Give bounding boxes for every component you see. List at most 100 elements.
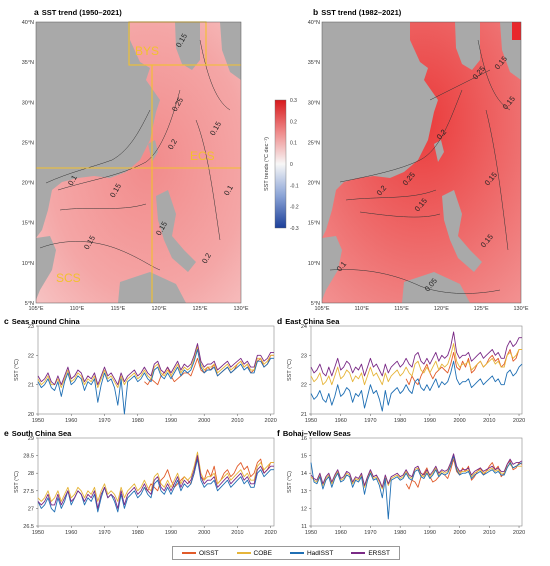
map-b-land-taiwan [434,140,444,162]
panel-d-xtick-label: 2000 [453,418,465,424]
map-a-lon-tick: 110°E [70,306,85,312]
map-b-land-indochina [322,236,342,300]
panel-d-ylabel: SST (°C) [287,359,293,381]
legend-swatch-oisst [182,552,196,554]
panel-e-xtick-label: 1980 [132,530,144,536]
legend-swatch-ersst [351,552,366,554]
map-b-lat-tick: 35°N [308,60,320,66]
colorbar-label: SST trends (°C dec⁻¹) [264,137,270,191]
map-a-land-taiwan [148,140,158,162]
panel-a-letter: a [34,7,39,17]
map-a-land-korea [175,22,200,70]
map-a-lat-tick: 15°N [22,221,34,227]
panel-c-title: c Seas around China [4,316,80,326]
map-b-lon-tick: 115°E [394,306,409,312]
panel-c-frame [37,325,275,415]
panel-c-xtick-label: 2020 [265,418,277,424]
panel-d-xtick-label: 1960 [335,418,347,424]
legend-item-hadisst: HadISST [289,550,333,557]
panel-f-series-cobe [310,456,522,490]
map-b-lon-tick: 120°E [434,306,449,312]
legend-label-oisst: OISST [199,549,219,557]
panel-f-ytick-label: 14 [301,471,307,477]
panel-f-series-ersst [310,453,523,488]
panel-b-title-text: SST trend (1982–2021) [321,8,402,17]
legend-label-cobe: COBE [253,549,272,557]
panel-e-title: e South China Sea [4,428,71,438]
map-a-lat-tick: 40°N [22,20,34,26]
panel-c-series-cobe [37,346,274,389]
panel-e-ytick-label: 29 [28,436,34,442]
panel-f-xtick-label: 2020 [513,530,525,536]
colorbar [274,99,287,229]
panel-d-xtick-label: 1980 [394,418,406,424]
panel-c-xtick-label: 2000 [198,418,210,424]
panel-e-frame [37,437,275,527]
ecs-box [151,64,241,168]
panel-e-xtick-label: 1970 [98,530,110,536]
map-a-lon-tick: 130°E [233,306,248,312]
panel-f-xtick-label: 2000 [453,530,465,536]
panel-c-xtick-label: 1950 [32,418,44,424]
map-b-lon-tick: 110°E [354,306,369,312]
panel-f-xtick-label: 2010 [483,530,495,536]
panel-e-xtick-label: 2020 [265,530,277,536]
panel-e-series-hadisst [37,458,274,513]
panel-f-xtick-label: 1990 [424,530,436,536]
panel-c-xtick-label: 2010 [231,418,243,424]
panel-e-ytick-label: 27 [28,506,34,512]
scs-box [36,167,241,303]
panel-e-ytick-label: 27.5 [23,489,34,495]
panel-b-letter: b [313,7,319,17]
panel-c-xtick-label: 1970 [98,418,110,424]
panel-e-ytick-label: 28.5 [23,454,34,460]
panel-c-ylabel: SST (°C) [14,359,20,381]
panel-e-series-cobe [37,451,274,502]
map-a-lon-tick: 105°E [28,306,43,312]
map-b-lat-tick: 15°N [308,221,320,227]
colorbar-tick: 0.3 [290,98,297,104]
panel-f-letter: f [277,428,280,438]
map-b-contours [329,39,511,294]
panel-c-letter: c [4,316,9,326]
panel-f-xtick-label: 1960 [335,530,347,536]
colorbar-tick: 0 [290,162,293,168]
panel-f-ytick-label: 11 [301,524,307,530]
map-a-lon-tick: 120°E [151,306,166,312]
panel-d-series-cobe [310,343,522,386]
map-b-lat-tick: 20°N [308,181,320,187]
panel-e-letter: e [4,428,9,438]
legend-item-oisst: OISST [182,550,219,557]
panel-f-series-hadisst [310,455,523,520]
series-legend: OISST COBE HadISST ERSST [172,546,400,560]
panel-f-ytick-label: 13 [301,489,307,495]
panel-c-xtick-label: 1990 [165,418,177,424]
map-a-land-philippines [156,190,196,272]
map-b-lon-tick: 130°E [513,306,528,312]
legend-swatch-hadisst [289,552,304,554]
panel-d-series-ersst [310,331,522,377]
panel-d-xtick-label: 1990 [424,418,436,424]
panel-d-ytick-label: 24 [301,324,307,330]
map-a-lon-tick: 125°E [192,306,207,312]
map-a-lat-tick: 20°N [22,181,34,187]
map-b-corner-red [512,22,521,40]
map-a-lat-tick: 35°N [22,60,34,66]
panel-d-letter: d [277,316,283,326]
map-b-land-borneo [402,272,470,303]
panel-d-ytick-label: 21 [301,412,307,418]
map-b-land-korea [455,22,480,70]
colorbar-tick: 0.1 [290,141,297,147]
panel-f-xtick-label: 1980 [394,530,406,536]
panel-e-series-ersst [37,455,274,509]
map-b-frame [321,21,522,304]
panel-d-title: d East China Sea [277,316,339,326]
panel-f-ytick-label: 15 [301,454,307,460]
map-a [36,21,241,303]
panel-e-xtick-label: 2000 [198,530,210,536]
map-a-lat-tick: 10°N [22,261,34,267]
panel-c-series-hadisst [37,349,274,415]
map-a-land-indochina [36,236,56,300]
panel-f-xtick-label: 1950 [305,530,317,536]
panel-c-xtick-label: 1980 [132,418,144,424]
